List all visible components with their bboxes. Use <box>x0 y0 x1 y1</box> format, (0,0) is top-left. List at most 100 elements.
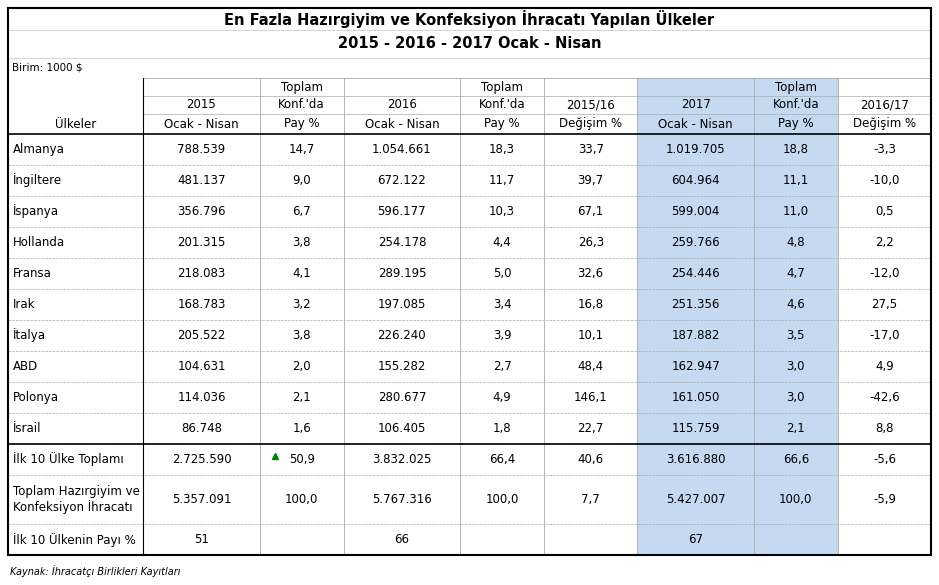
Text: 2,1: 2,1 <box>787 422 805 435</box>
Bar <box>754 524 838 555</box>
Bar <box>838 96 931 114</box>
Bar <box>838 78 931 96</box>
Bar <box>754 474 838 524</box>
Bar <box>544 258 638 289</box>
Text: 604.964: 604.964 <box>671 174 720 187</box>
Bar <box>260 524 344 555</box>
Text: 4,6: 4,6 <box>787 298 805 311</box>
Bar <box>8 258 143 289</box>
Bar <box>143 412 260 443</box>
Bar <box>838 258 931 289</box>
Bar <box>8 96 143 114</box>
Text: 254.178: 254.178 <box>377 236 426 249</box>
Text: -3,3: -3,3 <box>873 143 896 156</box>
Bar <box>143 227 260 258</box>
Bar <box>754 320 838 350</box>
Text: 161.050: 161.050 <box>671 391 720 404</box>
Bar <box>460 412 544 443</box>
Text: Ülkeler: Ülkeler <box>55 118 96 130</box>
Bar <box>638 114 754 134</box>
Bar <box>344 227 460 258</box>
Text: -10,0: -10,0 <box>870 174 900 187</box>
Text: 3,5: 3,5 <box>787 329 805 342</box>
Text: Pay %: Pay % <box>284 118 319 130</box>
Text: 2015/16: 2015/16 <box>566 98 615 112</box>
Text: Fransa: Fransa <box>13 267 52 280</box>
Text: 2017: 2017 <box>681 98 711 112</box>
Bar <box>8 58 931 78</box>
Text: 2015: 2015 <box>187 98 216 112</box>
Text: 289.195: 289.195 <box>377 267 426 280</box>
Text: Değişim %: Değişim % <box>559 118 623 130</box>
Bar <box>544 350 638 381</box>
Text: Konf.'da: Konf.'da <box>773 98 819 112</box>
Text: 27,5: 27,5 <box>871 298 898 311</box>
Text: 50,9: 50,9 <box>288 453 315 466</box>
Bar <box>260 78 344 96</box>
Bar <box>638 134 754 165</box>
Text: 2,7: 2,7 <box>493 360 512 373</box>
Bar <box>544 381 638 412</box>
Bar <box>460 258 544 289</box>
Text: 4,7: 4,7 <box>787 267 805 280</box>
Bar <box>460 114 544 134</box>
Bar <box>344 196 460 227</box>
Bar <box>260 320 344 350</box>
Text: 2,2: 2,2 <box>875 236 894 249</box>
Text: 197.085: 197.085 <box>377 298 426 311</box>
Text: 5,0: 5,0 <box>493 267 512 280</box>
Bar <box>344 443 460 474</box>
Bar <box>544 78 638 96</box>
Text: 168.783: 168.783 <box>177 298 225 311</box>
Text: İtalya: İtalya <box>13 328 46 342</box>
Text: Almanya: Almanya <box>13 143 65 156</box>
Text: 1.054.661: 1.054.661 <box>372 143 432 156</box>
Text: 3,4: 3,4 <box>493 298 512 311</box>
Text: 7,7: 7,7 <box>581 493 600 506</box>
Text: 40,6: 40,6 <box>577 453 604 466</box>
Text: İspanya: İspanya <box>13 204 59 218</box>
Text: Toplam: Toplam <box>281 81 323 94</box>
Bar <box>143 114 260 134</box>
Bar <box>838 165 931 196</box>
Bar <box>754 381 838 412</box>
Text: 33,7: 33,7 <box>577 143 604 156</box>
Bar <box>143 474 260 524</box>
Text: 4,1: 4,1 <box>292 267 311 280</box>
Bar <box>344 524 460 555</box>
Bar <box>344 96 460 114</box>
Bar <box>544 524 638 555</box>
Text: 8,8: 8,8 <box>875 422 894 435</box>
Text: Hollanda: Hollanda <box>13 236 65 249</box>
Text: 3,8: 3,8 <box>292 329 311 342</box>
Bar <box>460 78 544 96</box>
Text: 114.036: 114.036 <box>177 391 225 404</box>
Bar <box>638 524 754 555</box>
Bar <box>838 227 931 258</box>
Text: 2,1: 2,1 <box>292 391 311 404</box>
Text: İlk 10 Ülke Toplamı: İlk 10 Ülke Toplamı <box>13 452 124 466</box>
Bar <box>838 114 931 134</box>
Text: 4,9: 4,9 <box>875 360 894 373</box>
Text: 67: 67 <box>688 533 703 546</box>
Text: Irak: Irak <box>13 298 36 311</box>
Text: 4,4: 4,4 <box>493 236 512 249</box>
Text: 3,0: 3,0 <box>787 360 805 373</box>
Text: 1.019.705: 1.019.705 <box>666 143 726 156</box>
Text: 16,8: 16,8 <box>577 298 604 311</box>
Text: 3,0: 3,0 <box>787 391 805 404</box>
Bar <box>8 30 931 58</box>
Text: -17,0: -17,0 <box>870 329 900 342</box>
Text: 66: 66 <box>394 533 409 546</box>
Bar <box>460 227 544 258</box>
Text: 2016/17: 2016/17 <box>860 98 909 112</box>
Text: 2016: 2016 <box>387 98 417 112</box>
Bar <box>754 114 838 134</box>
Bar <box>344 134 460 165</box>
Text: Değişim %: Değişim % <box>853 118 916 130</box>
Text: 104.631: 104.631 <box>177 360 225 373</box>
Bar <box>143 350 260 381</box>
Bar <box>638 350 754 381</box>
Text: 39,7: 39,7 <box>577 174 604 187</box>
Bar <box>260 412 344 443</box>
